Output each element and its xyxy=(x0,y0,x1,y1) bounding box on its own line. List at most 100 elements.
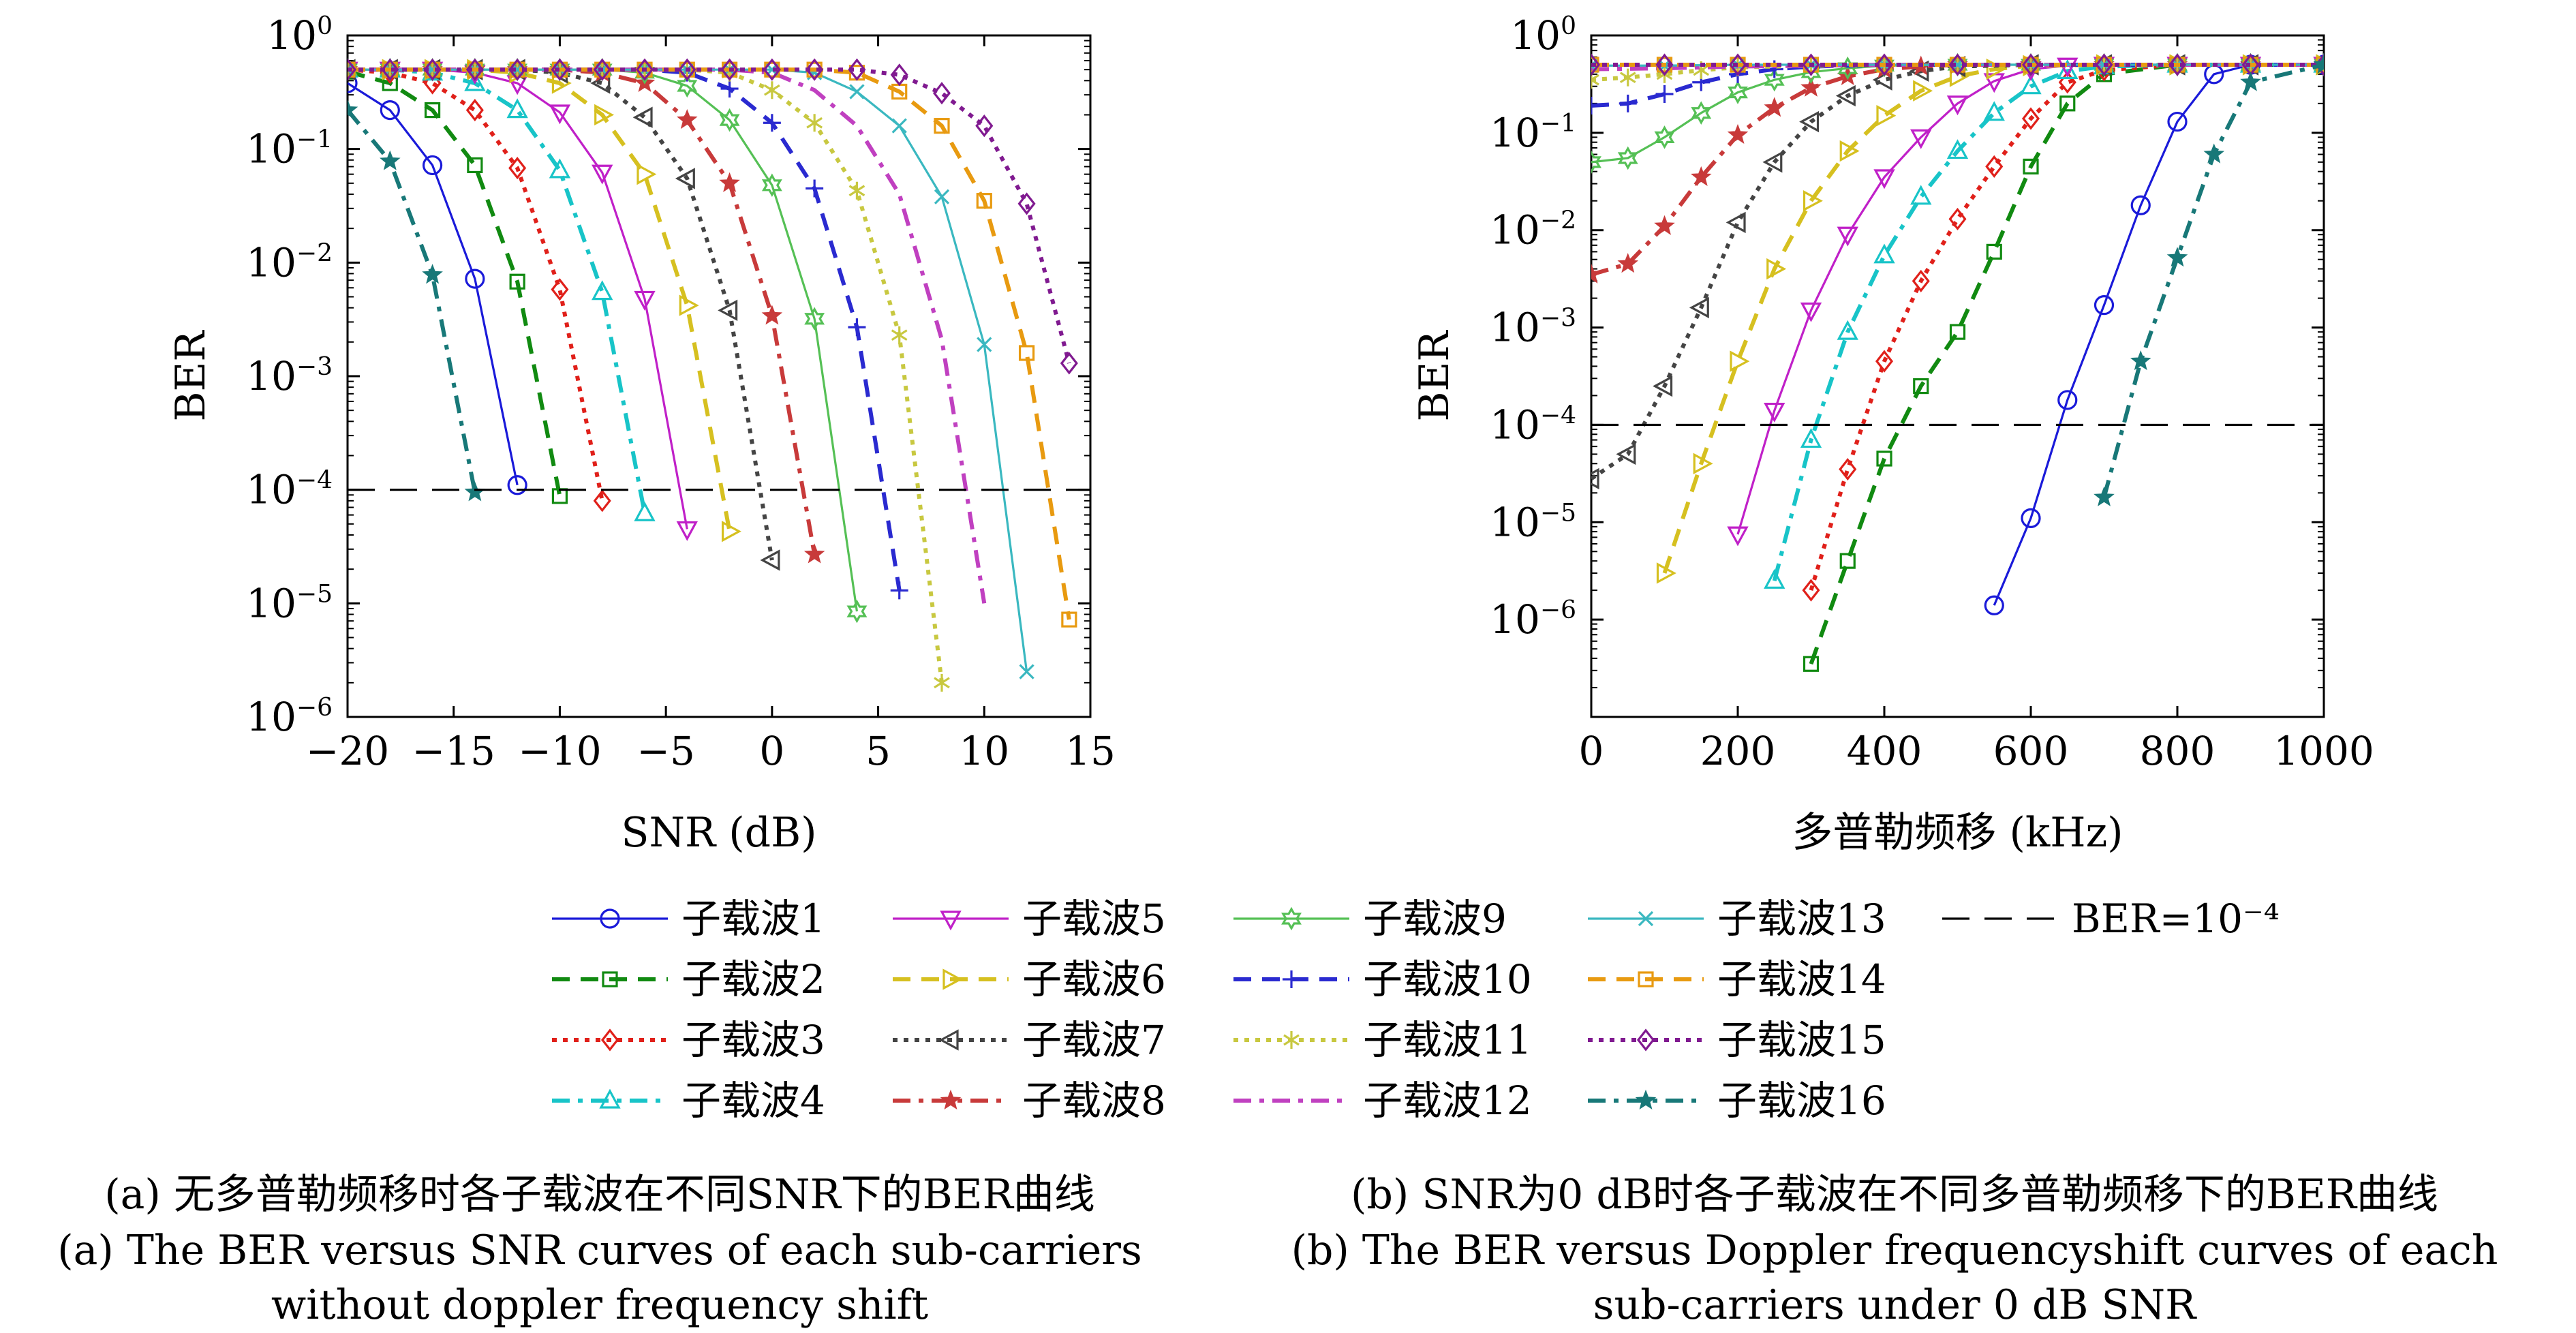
legend: 子载波1 子载波2 子载波3 子载波4 子载波5 子载波6 子载波7 子载波8 子载波9 子载波1… xyxy=(552,895,2280,1124)
data-point-6 xyxy=(721,521,741,542)
data-point-7 xyxy=(1762,151,1783,173)
legend-marker-13 xyxy=(1638,910,1654,927)
data-point-15 xyxy=(763,58,781,81)
data-point-15 xyxy=(1591,53,1601,76)
data-point-11 xyxy=(891,326,908,344)
legend-marker-15 xyxy=(1636,1028,1655,1052)
legend-label-3: 子载波3 xyxy=(681,1017,825,1063)
y-tick-label: 10−3 xyxy=(1490,305,1576,351)
data-point-6 xyxy=(1693,453,1713,474)
data-point-2 xyxy=(1839,553,1856,569)
legend-label-16: 子载波16 xyxy=(1717,1077,1886,1124)
data-point-5 xyxy=(592,164,613,185)
data-point-11 xyxy=(1591,71,1599,89)
data-point-4 xyxy=(1873,243,1895,264)
data-point-1 xyxy=(2094,295,2115,316)
y-tick-label: 100 xyxy=(1510,12,1576,59)
data-point-10 xyxy=(1655,85,1674,104)
data-point-3 xyxy=(1802,579,1820,602)
y-tick-label: 10−5 xyxy=(1490,499,1576,545)
data-point-11 xyxy=(848,181,865,200)
series-line-15 xyxy=(348,67,1071,364)
y-tick-label: 10−2 xyxy=(246,239,333,286)
chart-a: −20 −15 −10 −5 0 5 10 15 100 10−1 10−2 10−3 10−4 10−5… xyxy=(167,12,1116,857)
data-point-6 xyxy=(1730,350,1750,372)
data-point-5 xyxy=(1873,169,1895,189)
data-point-7 xyxy=(718,299,738,322)
data-point-8 xyxy=(1690,166,1712,187)
data-point-1 xyxy=(2130,195,2151,215)
data-point-11 xyxy=(806,114,823,132)
data-point-4 xyxy=(1910,185,1932,205)
data-point-15 xyxy=(381,58,399,81)
data-point-11 xyxy=(934,673,950,692)
data-point-8 xyxy=(676,109,698,129)
data-point-15 xyxy=(635,58,654,81)
data-point-15 xyxy=(1655,53,1674,76)
series-line-16 xyxy=(2102,63,2324,498)
legend-marker-11 xyxy=(1283,1031,1300,1049)
data-point-15 xyxy=(1875,53,1894,76)
data-point-15 xyxy=(848,58,866,81)
x-tick-label: 200 xyxy=(1700,728,1776,774)
data-point-4 xyxy=(2057,59,2079,79)
data-point-2 xyxy=(467,157,483,174)
x-tick-label: 0 xyxy=(759,728,784,774)
legend-label-1: 子载波1 xyxy=(681,895,825,942)
data-point-8 xyxy=(1800,76,1822,97)
data-point-6 xyxy=(1876,105,1897,127)
data-point-15 xyxy=(1802,53,1820,76)
data-point-8 xyxy=(1654,215,1675,235)
data-point-5 xyxy=(1800,302,1822,322)
data-point-10 xyxy=(720,80,739,98)
plot-frame xyxy=(1590,34,2325,718)
data-point-3 xyxy=(2058,71,2076,94)
series-line-5 xyxy=(1736,63,2324,535)
data-point-2 xyxy=(1986,243,2002,260)
legend-label-2: 子载波2 xyxy=(681,956,825,1002)
data-point-3 xyxy=(1839,457,1857,481)
data-point-10 xyxy=(1591,97,1600,115)
data-point-3 xyxy=(551,278,569,301)
data-point-3 xyxy=(1985,155,2004,178)
data-point-15 xyxy=(720,58,739,81)
data-point-3 xyxy=(1948,207,1967,231)
legend-label-15: 子载波15 xyxy=(1717,1017,1886,1063)
data-point-2 xyxy=(1803,656,1820,672)
data-point-10 xyxy=(848,318,866,337)
data-point-3 xyxy=(465,99,484,122)
legend-label-4: 子载波4 xyxy=(681,1077,825,1124)
data-point-13 xyxy=(977,337,992,352)
data-point-4 xyxy=(506,98,528,119)
data-point-9 xyxy=(2314,52,2324,77)
legend-marker-9 xyxy=(1281,906,1302,931)
data-point-10 xyxy=(1619,94,1637,112)
plot-area xyxy=(1591,52,2324,672)
data-point-6 xyxy=(1839,140,1860,162)
data-point-16 xyxy=(2313,53,2324,74)
y-tick-label: 100 xyxy=(266,12,333,59)
data-point-14 xyxy=(1061,611,1077,628)
data-point-7 xyxy=(1872,69,1892,91)
legend-label-7: 子载波7 xyxy=(1022,1017,1166,1063)
data-point-13 xyxy=(934,189,950,204)
data-point-15 xyxy=(678,58,696,81)
data-point-15 xyxy=(932,82,951,105)
data-point-15 xyxy=(1017,192,1036,215)
caption-a-en-line2: without doppler frequency shift xyxy=(271,1281,929,1329)
data-point-9 xyxy=(761,173,782,198)
legend-marker-1 xyxy=(600,908,620,929)
caption-b-en-line1: (b) The BER versus Doppler frequencyshif… xyxy=(1291,1227,2498,1274)
data-point-16 xyxy=(2203,143,2225,164)
data-point-5 xyxy=(634,290,656,311)
series-line-2 xyxy=(348,70,562,497)
data-point-16 xyxy=(2130,350,2151,371)
data-point-5 xyxy=(1764,402,1785,423)
data-point-3 xyxy=(2021,107,2040,130)
legend-marker-5 xyxy=(940,910,962,931)
data-point-14 xyxy=(976,193,992,209)
data-point-16 xyxy=(2166,247,2188,267)
data-point-6 xyxy=(1766,258,1787,280)
data-point-4 xyxy=(592,280,613,301)
